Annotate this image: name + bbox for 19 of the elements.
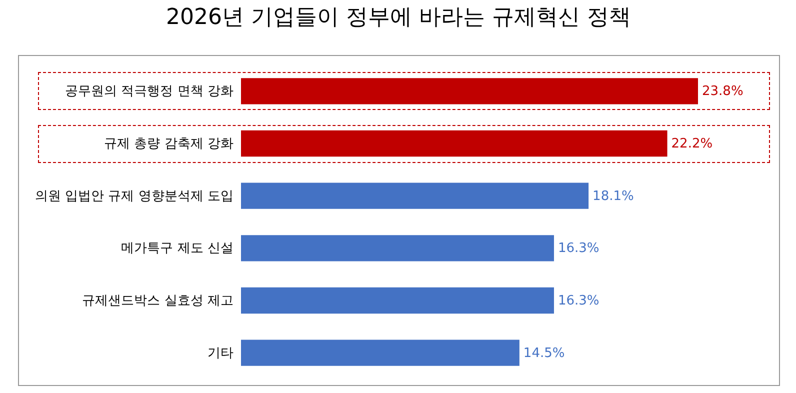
bar [241, 182, 589, 209]
bar [241, 287, 554, 314]
data-label: 22.2% [671, 136, 713, 152]
y-tick-label: 메가특구 제도 신설 [121, 241, 234, 256]
chart-title: 2026년 기업들이 정부에 바라는 규제혁신 정책 [166, 5, 631, 30]
data-label: 23.8% [702, 84, 744, 100]
bar [241, 130, 668, 157]
bar [241, 78, 698, 104]
y-tick-label: 공무원의 적극행정 면책 강화 [65, 84, 234, 100]
data-label: 16.3% [558, 294, 600, 308]
y-tick-label: 규제샌드박스 실효성 제고 [82, 294, 234, 308]
y-tick-label: 의원 입법안 규제 영향분석제 도입 [34, 188, 234, 204]
y-tick-label: 기타 [208, 346, 234, 361]
y-tick-label: 규제 총량 감축제 강화 [104, 136, 234, 152]
data-label: 14.5% [523, 346, 565, 361]
data-label: 18.1% [592, 188, 634, 204]
bar [241, 340, 520, 366]
bar [241, 235, 554, 262]
data-label: 16.3% [558, 241, 600, 256]
